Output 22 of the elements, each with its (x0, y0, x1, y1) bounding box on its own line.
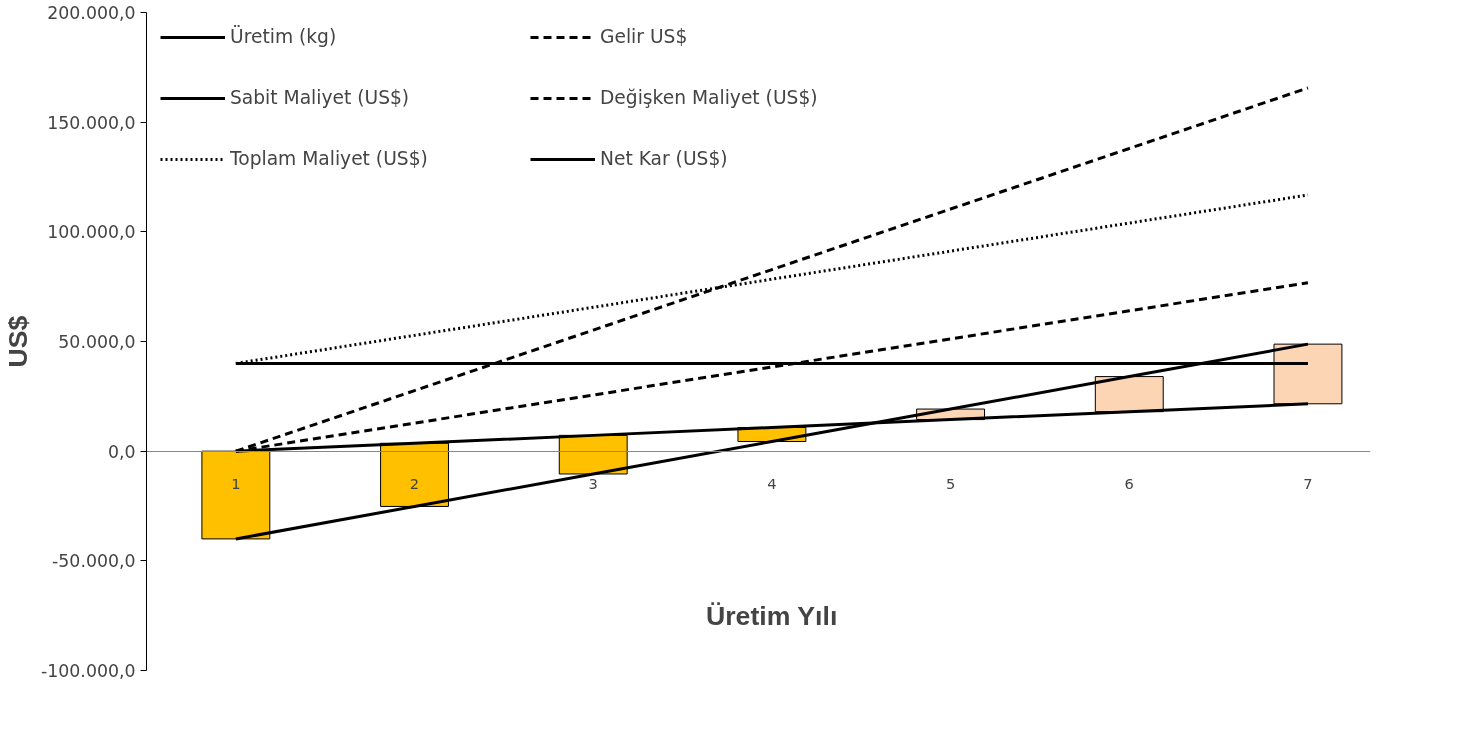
y-tick-label: 100.000,0 (47, 222, 136, 243)
legend-label: Sabit Maliyet (US$) (230, 87, 411, 108)
legend-label: Üretim (kg) (230, 26, 338, 47)
y-tick-label: -100.000,0 (41, 661, 136, 681)
x-tick-label: 4 (767, 475, 777, 493)
y-tick-label: 200.000,0 (47, 3, 136, 23)
x-tick-label: 6 (1124, 475, 1134, 493)
legend-label: Toplam Maliyet (US$) (230, 148, 429, 169)
y-tick-label: 150.000,0 (47, 112, 136, 133)
y-axis-title: US$ (3, 315, 34, 368)
x-tick-label: 2 (409, 475, 420, 493)
x-tick-label: 1 (231, 475, 241, 493)
y-tick-label: -50.000,0 (52, 551, 136, 572)
x-axis-title: Üretim Yılı (705, 600, 838, 631)
y-tick-label: 50.000,0 (58, 332, 136, 352)
x-tick-label: 5 (945, 475, 956, 493)
x-tick-label: 3 (588, 475, 598, 493)
legend-label: Değişken Maliyet (US$) (600, 87, 819, 108)
x-tick-label: 7 (1303, 475, 1313, 493)
legend-label: Net Kar (US$) (600, 148, 729, 169)
y-tick-label: 0,0 (107, 441, 136, 462)
legend-label: Gelir US$ (600, 26, 689, 47)
